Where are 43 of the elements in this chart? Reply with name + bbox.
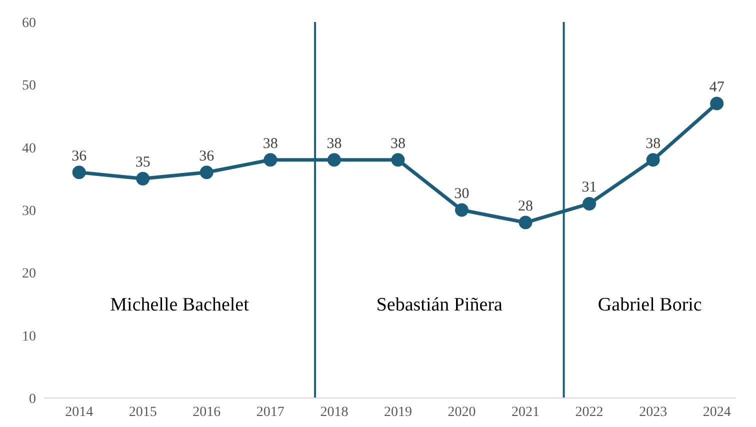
x-tick-label: 2022: [575, 404, 604, 420]
data-label: 36: [199, 148, 215, 164]
point: [264, 153, 278, 167]
point: [72, 166, 86, 180]
x-tick-label: 2023: [639, 404, 668, 420]
x-tick-label: 2018: [320, 404, 348, 420]
data-label: 31: [582, 180, 597, 196]
data-label: 28: [518, 198, 534, 215]
annotation: Gabriel Boric: [598, 294, 702, 316]
point: [200, 166, 214, 180]
point: [391, 153, 405, 167]
data-label: 38: [390, 136, 406, 152]
y-tick-label: 50: [22, 78, 36, 94]
annotation: Sebastián Piñera: [376, 294, 504, 316]
y-tick-label: 30: [22, 204, 36, 219]
point: [518, 216, 532, 230]
point: [327, 153, 341, 167]
x-tick-label: 2021: [512, 404, 540, 420]
point: [646, 153, 660, 167]
y-tick-label: 40: [22, 141, 36, 156]
x-tick-label: 2019: [384, 404, 412, 420]
x-tick-label: 2014: [65, 404, 94, 420]
y-tick-label: 20: [22, 266, 36, 282]
point: [455, 203, 468, 217]
x-tick-label: 2024: [702, 404, 731, 420]
point: [582, 196, 596, 210]
x-tick-label: 2020: [448, 404, 476, 420]
y-tick-label: 10: [22, 329, 36, 344]
x-tick-label: 2016: [192, 404, 221, 420]
data-label: 36: [72, 148, 88, 164]
point: [710, 96, 724, 110]
data-label: 47: [709, 79, 725, 96]
data-label: 38: [326, 136, 342, 152]
data-label: 30: [454, 186, 470, 202]
annotation: Michelle Bachelet: [110, 294, 250, 316]
y-tick-label: 0: [29, 392, 36, 407]
point: [136, 172, 150, 186]
data-label: 38: [262, 136, 278, 152]
data-label: 38: [646, 136, 661, 152]
x-tick-label: 2017: [256, 404, 284, 420]
y-tick-label: 60: [22, 16, 36, 31]
x-tick-label: 2015: [128, 404, 157, 420]
data-label: 35: [135, 154, 150, 171]
